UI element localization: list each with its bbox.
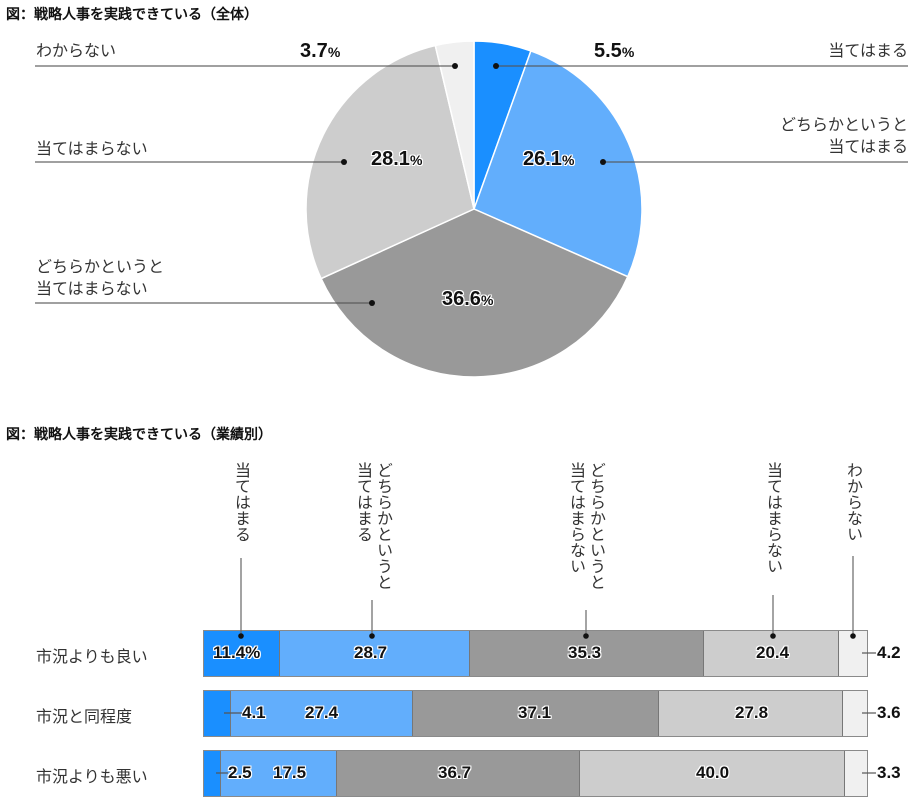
pie-chart: [35, 40, 908, 378]
pie-value-dochiraka-atehamaru: 26.1%: [523, 148, 575, 170]
bar-value: 4.2: [877, 643, 901, 662]
bar-row-label: 市況よりも悪い: [36, 767, 148, 786]
bar-value: 37.1: [518, 703, 552, 722]
bar-chart-title: 図：戦略人事を実践できている（業績別）: [6, 427, 272, 443]
bar-value: 27.8: [735, 703, 769, 722]
bar-row: [203, 750, 868, 797]
pie-value-atehamaranai: 28.1%: [371, 148, 423, 170]
bar-segment: [658, 691, 844, 736]
pie-label-wakaranai: わからない: [36, 41, 117, 60]
bar-value: 17.5: [273, 763, 307, 782]
bar-row: [203, 690, 868, 737]
bar-value: 4.1: [242, 703, 266, 722]
bar-row-label: 市況よりも良い: [36, 647, 148, 666]
pie-label-atehamaru: 当てはまる: [828, 41, 908, 60]
bar-value: 36.7: [438, 763, 472, 782]
bar-value: 35.3: [568, 643, 602, 662]
pie-label-dochiraka-atehamaranai-line1: どちらかというと: [36, 257, 165, 276]
pie-value-dochiraka-atehamaranai: 36.6%: [442, 288, 494, 310]
bar-legend-dochiraka-atehamaranai: どちらかというと 当てはまらない: [567, 462, 606, 590]
pie-slice: [473, 49, 643, 278]
pie-slice: [305, 44, 475, 280]
bar-value: 40.0: [696, 763, 730, 782]
pie-label-dochiraka-atehamaru-line2: 当てはまる: [828, 137, 908, 156]
pie-label-dochiraka-atehamaru-line1: どちらかというと: [779, 115, 908, 134]
pie-value-atehamaru: 5.5%: [594, 40, 635, 62]
bar-value: 28.7: [354, 643, 388, 662]
pie-slice: [434, 40, 475, 210]
bar-segment: [412, 691, 659, 736]
pie-label-atehamaranai: 当てはまらない: [36, 139, 148, 158]
bar-segment: [839, 631, 867, 676]
pie-value-wakaranai: 3.7%: [300, 40, 341, 62]
bar-value: 3.6: [877, 703, 901, 722]
bar-segment: [231, 691, 413, 736]
bar-segment: [843, 691, 867, 736]
bar-legend-dochiraka-atehamaru: どちらかというと 当てはまる: [354, 462, 393, 590]
bar-value: 3.3: [877, 763, 901, 782]
bar-segment: [204, 691, 232, 736]
pie-chart-title: 図：戦略人事を実践できている（全体）: [6, 7, 258, 23]
bar-segment: [336, 751, 580, 796]
bar-segment: [220, 751, 337, 796]
bar-value: 11.4%: [213, 643, 261, 662]
pie-slice: [320, 208, 629, 378]
bar-value: 27.4: [305, 703, 339, 722]
bar-legend-atehamaranai: 当てはまらない: [764, 462, 783, 574]
bar-legend-atehamaru: 当てはまる: [232, 462, 251, 542]
bar-value: 2.5: [228, 763, 252, 782]
bar-segment: [845, 751, 867, 796]
bar-value: 20.4: [756, 643, 790, 662]
bar-segment: [204, 751, 221, 796]
bar-legend-wakaranai: わからない: [844, 462, 863, 542]
bar-row-label: 市況と同程度: [36, 707, 133, 726]
pie-label-dochiraka-atehamaranai-line2: 当てはまらない: [36, 279, 148, 298]
bar-segment: [579, 751, 846, 796]
